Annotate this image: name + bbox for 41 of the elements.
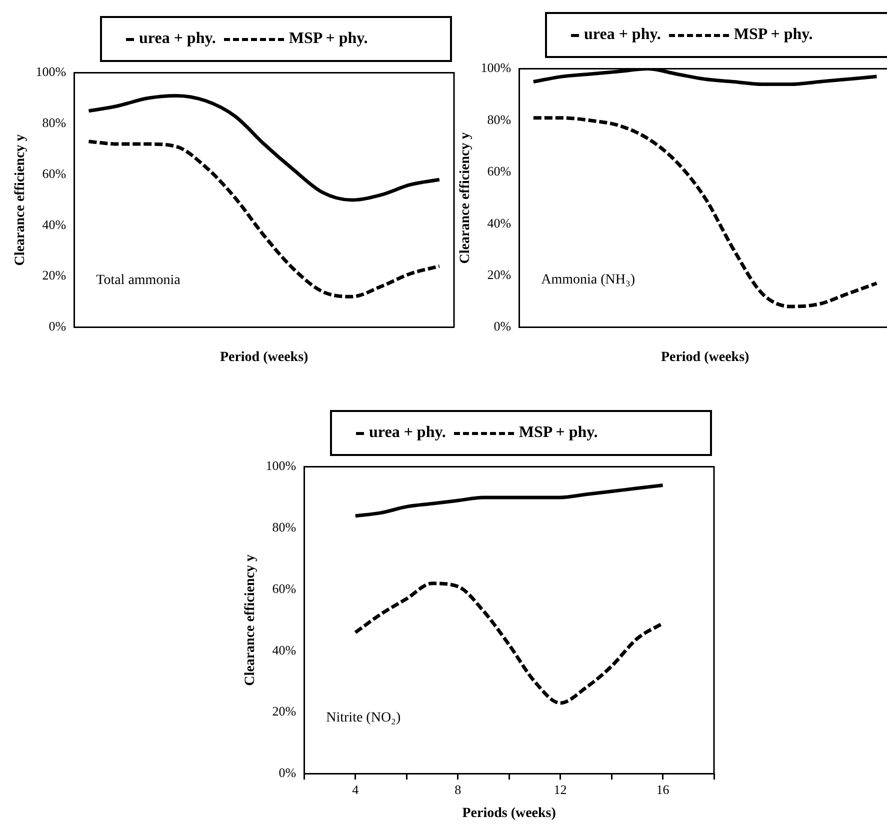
line-series — [86, 94, 442, 202]
y-tick-label: 60% — [487, 164, 512, 179]
y-tick-label: 20% — [272, 704, 296, 719]
y-tick-label: 100% — [266, 458, 296, 474]
annotation: Ammonia (NH₃) — [541, 272, 636, 288]
y-tick-label: 40% — [272, 642, 296, 658]
y-tick-label: 40% — [42, 216, 66, 232]
y-tick-label: 100% — [480, 60, 512, 76]
legend-label: MSP + phy. — [518, 424, 598, 442]
legend-label: urea + phy. — [584, 26, 661, 44]
y-tick-label: 40% — [487, 215, 512, 230]
x-tick-label: 12 — [554, 782, 567, 797]
y-tick-label: 100% — [36, 64, 66, 80]
y-tick-label: 0% — [48, 318, 66, 334]
annotation: Total ammonia — [96, 272, 182, 288]
y-tick-label: 20% — [42, 268, 66, 283]
y-axis-title: Clearance efficiency y — [243, 554, 258, 686]
y-axis-title: Clearance efficiency y — [458, 132, 474, 264]
y-tick-label: 60% — [42, 166, 66, 181]
legend-label: MSP + phy. — [288, 30, 368, 48]
line-series — [532, 116, 878, 308]
legend-label: MSP + phy. — [734, 26, 813, 44]
y-tick-label: 20% — [487, 266, 512, 282]
y-tick-label: 80% — [487, 112, 512, 127]
x-tick-label: 4 — [352, 782, 360, 797]
y-tick-label: 0% — [278, 765, 296, 780]
y-tick-label: 80% — [272, 520, 296, 535]
x-tick-label: 8 — [454, 782, 462, 797]
x-axis-title: Period (weeks) — [220, 350, 309, 366]
x-axis-title: Periods (weeks) — [462, 806, 556, 822]
legend-label: urea + phy. — [369, 424, 446, 442]
x-axis-title: Period (weeks) — [660, 350, 750, 366]
annotation: Nitrite (NO₂) — [326, 710, 401, 726]
line-series — [86, 140, 442, 298]
y-tick-label: 0% — [494, 318, 512, 334]
y-tick-label: 60% — [272, 580, 296, 596]
x-tick-label: 16 — [656, 782, 670, 797]
line-series — [354, 483, 665, 518]
y-axis-title: Clearance efficiency y — [13, 134, 28, 266]
legend-label: urea + phy. — [139, 30, 216, 48]
y-tick-label: 80% — [42, 115, 66, 130]
